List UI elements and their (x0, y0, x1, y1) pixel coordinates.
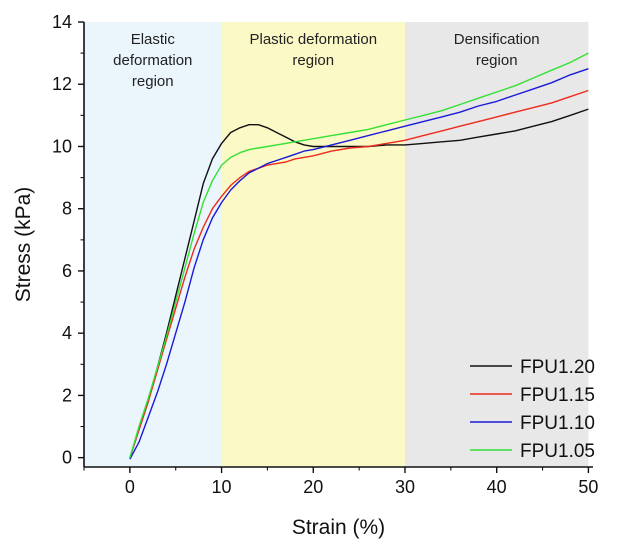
x-tick-label-30: 30 (395, 477, 415, 497)
y-tick-label-0: 0 (62, 448, 72, 468)
region-band-2 (404, 22, 589, 467)
x-tick-label-0: 0 (125, 477, 135, 497)
series-line-FPU1.20 (129, 108, 589, 458)
region-band-0 (84, 22, 222, 467)
legend-label-FPU1.05: FPU1.05 (520, 441, 595, 462)
legend-label-FPU1.15: FPU1.15 (520, 385, 595, 406)
y-axis-title: Stress (kPa) (12, 187, 35, 303)
region-labels: Elastic deformation region Plastic deformat… (113, 31, 539, 90)
region-band-1 (221, 22, 405, 467)
x-tick-label-50: 50 (578, 477, 598, 497)
y-tick-label-8: 8 (62, 199, 72, 219)
x-axis-title: Strain (%) (292, 516, 385, 539)
x-tick-label-20: 20 (303, 477, 323, 497)
legend-label-FPU1.10: FPU1.10 (520, 413, 595, 434)
region-label-1-line-1: region (292, 52, 334, 69)
series-line-FPU1.05 (129, 52, 589, 458)
x-tick-label-40: 40 (487, 477, 507, 497)
y-tick-label-10: 10 (52, 136, 72, 156)
legend: FPU1.20 FPU1.15 FPU1.10 FPU1.05 (470, 357, 595, 462)
region-label-1-line-0: Plastic deformation (249, 31, 377, 48)
y-tick-label-2: 2 (62, 385, 72, 405)
region-label-0-line-1: deformation (113, 52, 192, 69)
y-tick-label-4: 4 (62, 323, 72, 343)
series-line-FPU1.10 (129, 68, 589, 460)
region-label-0-line-0: Elastic (131, 31, 176, 48)
ticks: 0 10 20 30 40 50 0 2 4 6 8 10 12 14 (52, 12, 598, 497)
y-tick-label-6: 6 (62, 261, 72, 281)
legend-label-FPU1.20: FPU1.20 (520, 357, 595, 378)
region-label-2-line-0: Densification (454, 31, 540, 48)
axes (83, 22, 593, 468)
x-tick-label-10: 10 (212, 477, 232, 497)
region-label-0-line-2: region (132, 73, 174, 90)
series-line-FPU1.15 (129, 89, 589, 458)
region-label-2-line-1: region (476, 52, 518, 69)
data-series (129, 52, 589, 460)
region-backgrounds (84, 22, 589, 467)
y-tick-label-12: 12 (52, 74, 72, 94)
y-tick-label-14: 14 (52, 12, 72, 32)
